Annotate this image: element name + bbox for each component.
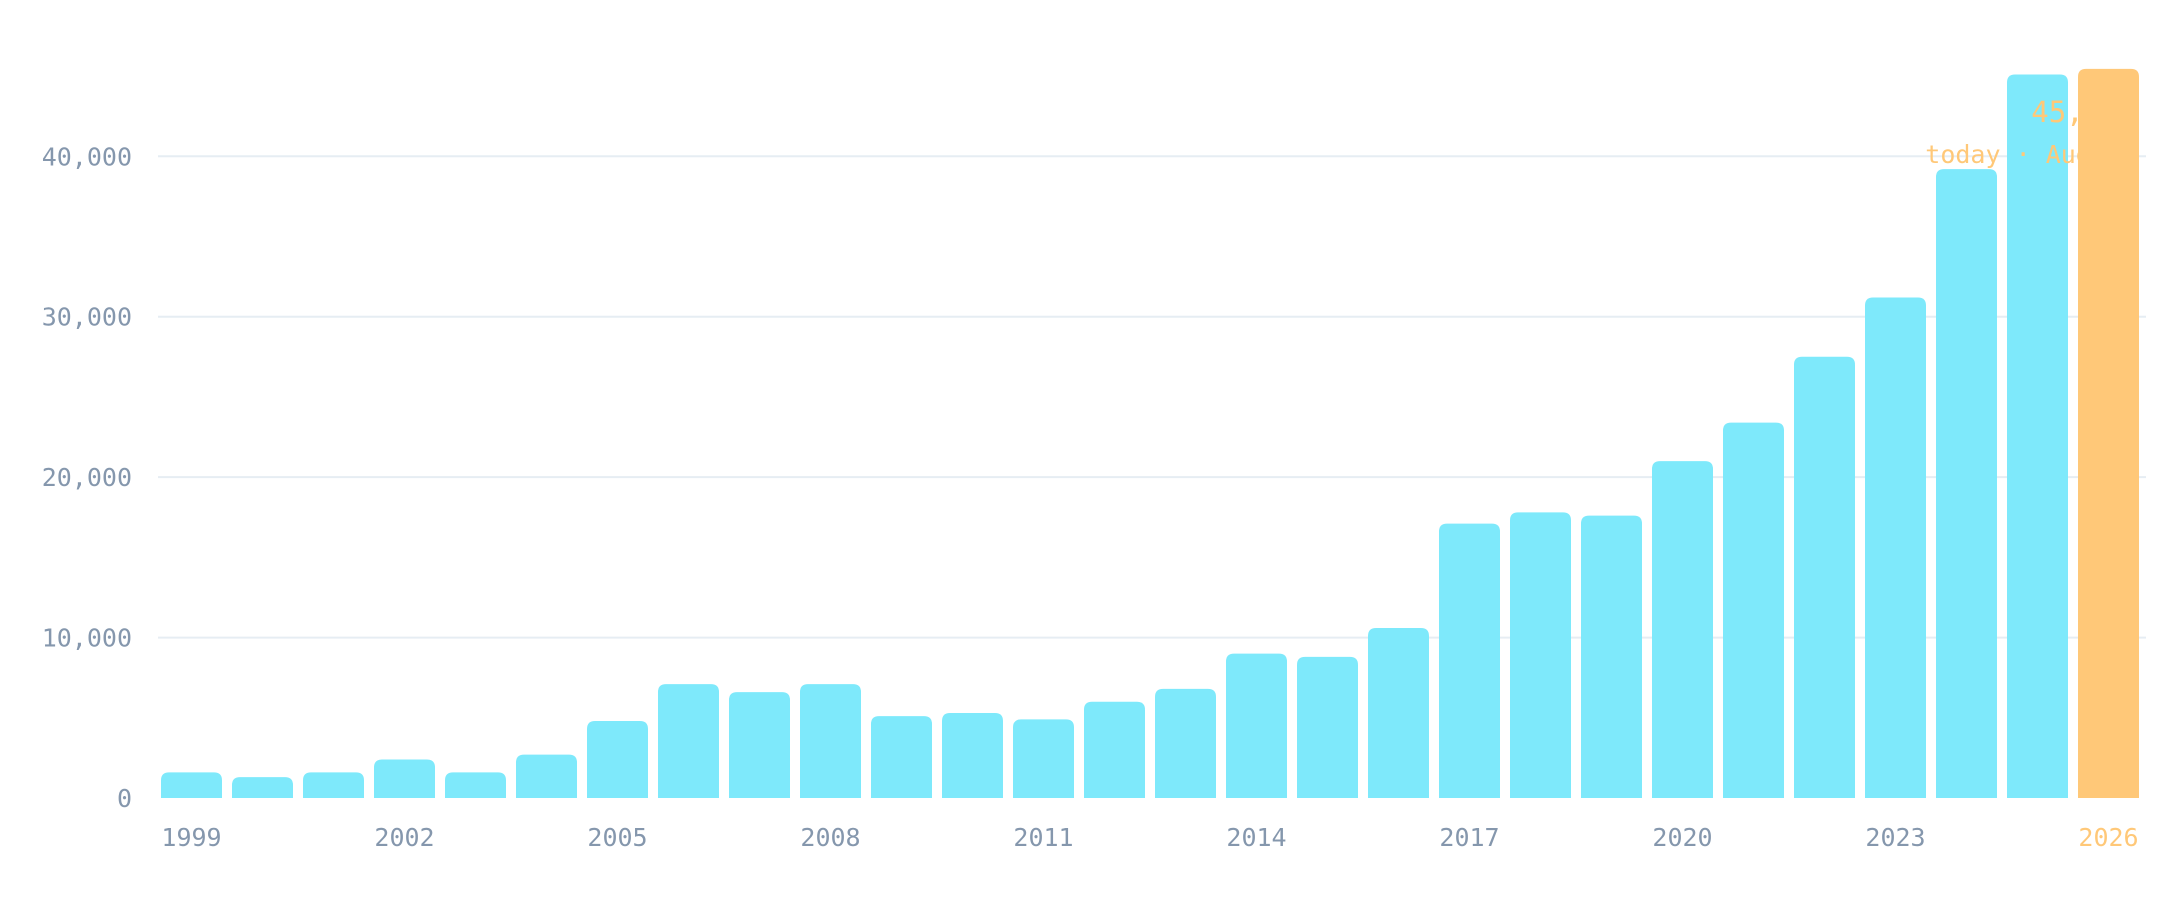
bar-2018: [1510, 512, 1571, 798]
bar-2006: [658, 684, 719, 798]
y-axis-ticks: 0 10,000 20,000 30,000 40,000: [42, 142, 132, 813]
y-tick-label: 40,000: [42, 142, 132, 171]
bar-2008: [800, 684, 861, 798]
bar-2023: [1865, 297, 1926, 798]
bar-2026: [2078, 68, 2139, 798]
x-tick-label-2005: 2005: [587, 823, 647, 852]
bar-2022: [1794, 356, 1855, 798]
bar-2021: [1723, 422, 1784, 798]
y-tick-label: 10,000: [42, 624, 132, 653]
x-tick-label-2002: 2002: [374, 823, 434, 852]
bar-2016: [1368, 627, 1429, 798]
bar-2019: [1581, 515, 1642, 798]
y-tick-label: 30,000: [42, 303, 132, 332]
bar-1999: [161, 772, 222, 798]
bar-2009: [871, 716, 932, 798]
bar-2014: [1226, 653, 1287, 798]
bar-2002: [374, 759, 435, 798]
y-tick-label: 20,000: [42, 463, 132, 492]
bars: [161, 68, 2139, 799]
today-date-label: today · Aug 18: [1925, 140, 2136, 169]
bar-2024: [1936, 169, 1997, 799]
x-tick-label-2026: 2026: [2078, 823, 2138, 852]
bar-2007: [729, 692, 790, 798]
x-tick-label-2017: 2017: [1439, 823, 1499, 852]
x-tick-label-2020: 2020: [1652, 823, 1712, 852]
x-tick-label-2008: 2008: [800, 823, 860, 852]
x-tick-label-1999: 1999: [161, 823, 221, 852]
bar-2005: [587, 720, 648, 798]
bar-2010: [942, 712, 1003, 798]
x-tick-label-2023: 2023: [1865, 823, 1925, 852]
bar-2015: [1297, 656, 1358, 798]
bar-2025: [2007, 74, 2068, 798]
y-tick-label: 0: [117, 784, 132, 813]
bar-2004: [516, 754, 577, 798]
bar-2013: [1155, 688, 1216, 798]
x-axis-ticks: 1999 2002 2005 2008 2011 2014 2017 2020 2023 2026: [161, 823, 2138, 852]
bar-2017: [1439, 523, 1500, 798]
today-value-label: 45,449: [2031, 95, 2136, 129]
bar-2000: [232, 777, 293, 798]
bar-2020: [1652, 461, 1713, 798]
bar-2003: [445, 772, 506, 798]
bar-2012: [1084, 701, 1145, 798]
x-tick-label-2011: 2011: [1013, 823, 1073, 852]
bar-2011: [1013, 719, 1074, 798]
bar-2001: [303, 772, 364, 798]
x-tick-label-2014: 2014: [1226, 823, 1286, 852]
